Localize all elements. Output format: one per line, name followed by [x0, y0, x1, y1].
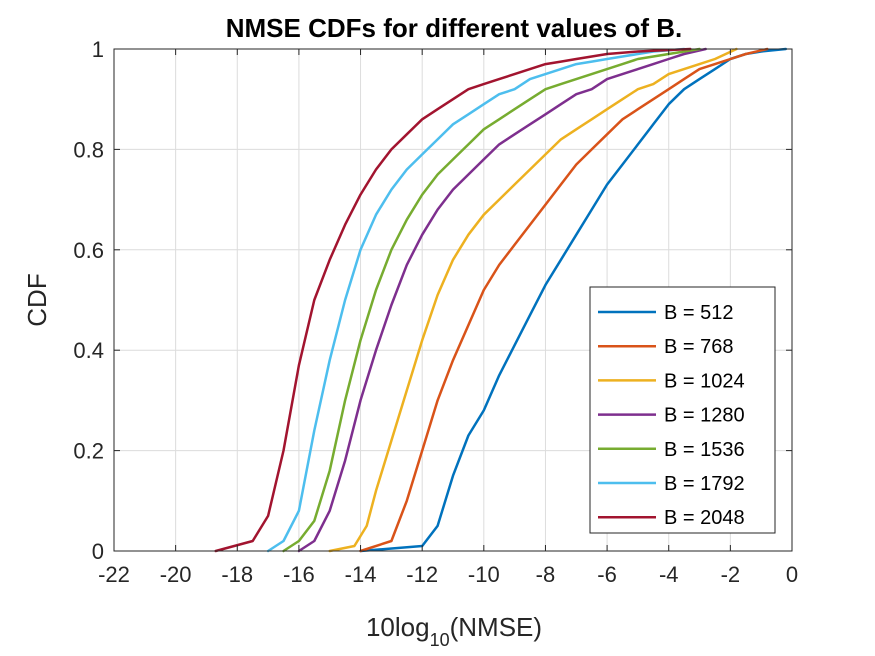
y-tick-label: 0.8: [73, 137, 104, 162]
legend-label: B = 1536: [664, 439, 745, 461]
y-tick-label: 0.2: [73, 439, 104, 464]
x-tick-label: -18: [221, 562, 253, 587]
x-tick-label: -14: [345, 562, 377, 587]
y-tick-label: 0.4: [73, 338, 104, 363]
x-tick-label: 0: [786, 562, 798, 587]
x-tick-label: -2: [721, 562, 741, 587]
x-tick-label: -12: [406, 562, 438, 587]
x-tick-label: -10: [468, 562, 500, 587]
legend-label: B = 512: [664, 302, 734, 324]
x-axis-label: 10log10(NMSE): [366, 612, 542, 650]
x-tick-label: -22: [98, 562, 130, 587]
x-tick-label: -20: [160, 562, 192, 587]
chart-title: NMSE CDFs for different values of B.: [226, 13, 683, 43]
series-line: [359, 47, 769, 553]
series-layer: [214, 47, 788, 553]
legend-items: B = 512 B = 768 B = 1024 B = 1280 B = 1536 B …: [598, 302, 745, 529]
y-tick-label: 0: [92, 539, 104, 564]
x-tick-label: -8: [536, 562, 556, 587]
legend-label: B = 2048: [664, 507, 745, 529]
tick-layer: -22 -20 -18 -16 -14 -12 -10 -8 -6 -4 -2 000.20.40.6…: [73, 37, 798, 587]
y-tick-label: 0.6: [73, 238, 104, 263]
legend-box: [589, 286, 776, 534]
series-line: [266, 47, 686, 553]
y-tick-label: 1: [92, 37, 104, 62]
legend-label: B = 1024: [664, 370, 745, 392]
series-line: [282, 47, 701, 553]
series-line: [297, 47, 707, 553]
x-axis-label-subscript: 10: [430, 630, 450, 650]
x-tick-label: -4: [659, 562, 679, 587]
x-axis-label-main: 10log: [366, 612, 430, 642]
y-axis-label: CDF: [22, 273, 52, 326]
legend-label: B = 768: [664, 336, 734, 358]
series-line: [328, 47, 738, 553]
series-line: [214, 47, 692, 553]
legend-label: B = 1792: [664, 473, 745, 495]
x-axis-label-post: (NMSE): [450, 612, 542, 642]
legend-label: B = 1280: [664, 405, 745, 427]
legend: B = 512 B = 768 B = 1024 B = 1280 B = 1536 B …: [589, 286, 776, 534]
x-tick-label: -16: [283, 562, 315, 587]
plot-area-border: [113, 48, 793, 552]
series-line: [359, 47, 788, 553]
x-tick-label: -6: [597, 562, 617, 587]
